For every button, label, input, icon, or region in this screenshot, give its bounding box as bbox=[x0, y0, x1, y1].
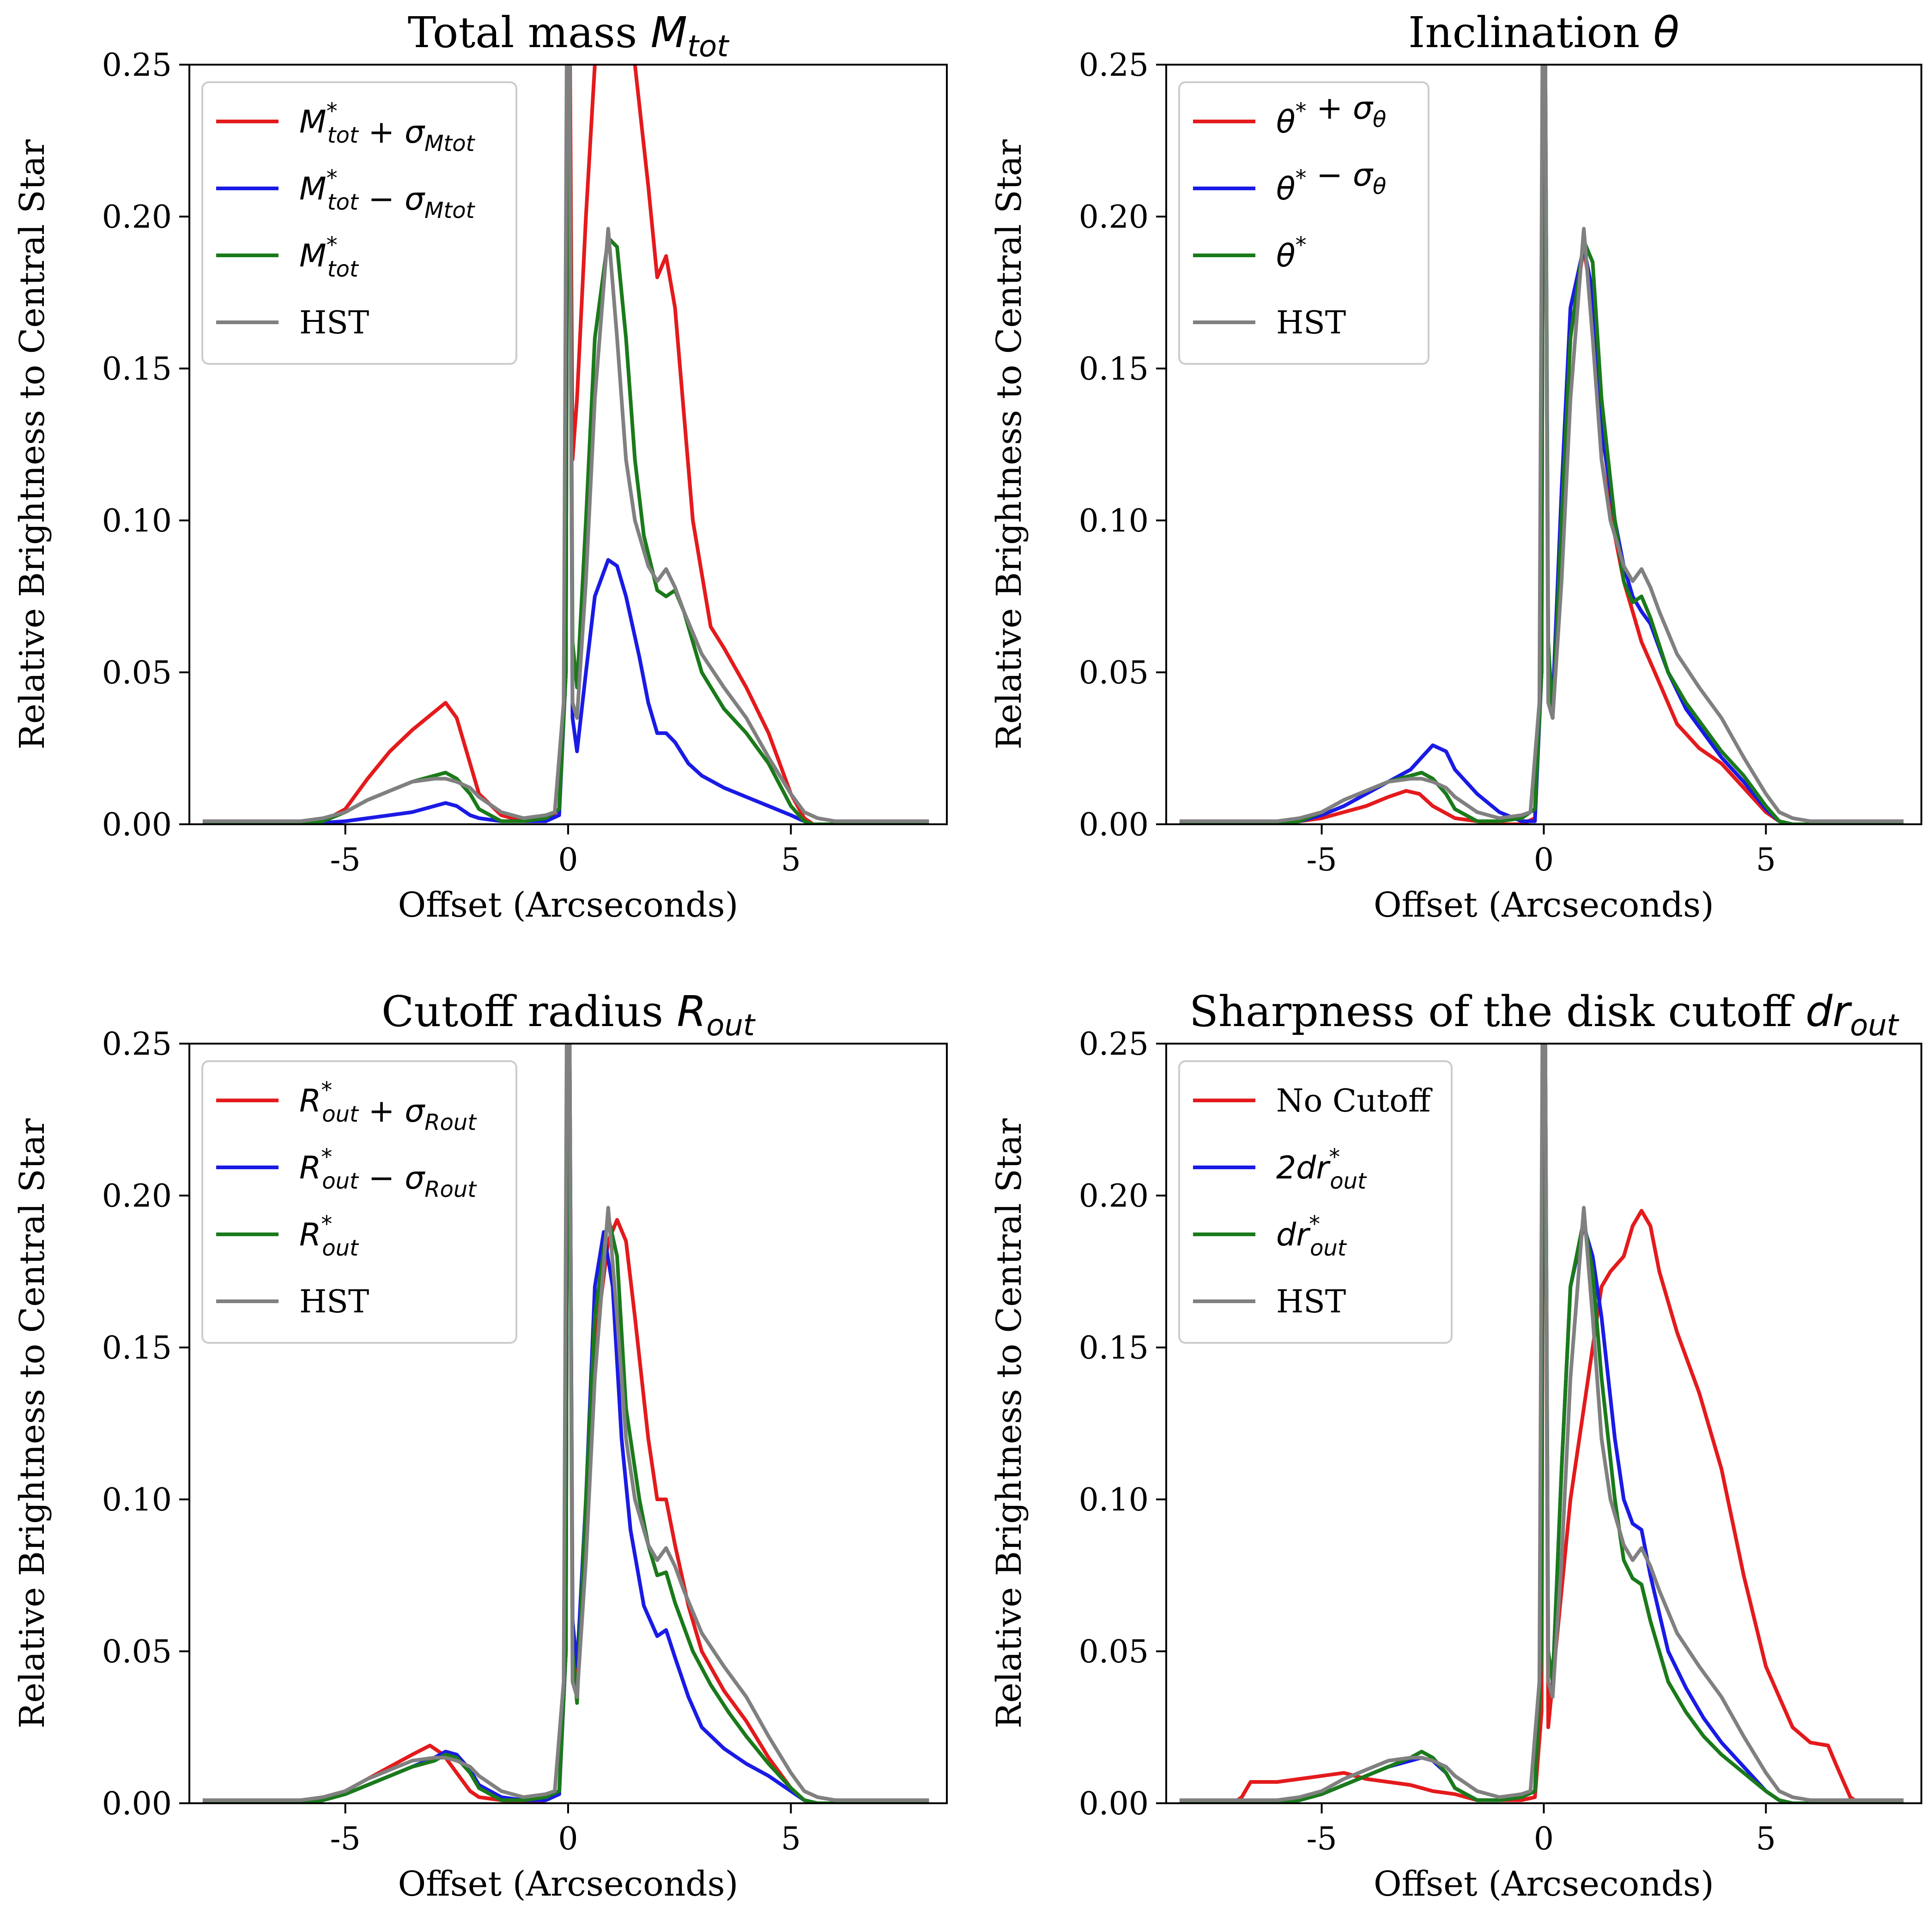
x-axis-label: Offset (Arcseconds) bbox=[398, 885, 738, 925]
series-line-3 bbox=[1179, 1044, 1904, 1803]
y-tick-label: 0.20 bbox=[102, 1178, 172, 1214]
y-tick-label: 0.05 bbox=[102, 655, 172, 691]
legend: θ* + σθ θ* − σθ θ* HST bbox=[1178, 81, 1429, 365]
legend-label: HST bbox=[1276, 1284, 1346, 1320]
legend-box bbox=[1178, 1060, 1453, 1344]
legend-box bbox=[201, 81, 517, 365]
legend-label: θ* bbox=[1276, 232, 1307, 274]
y-tick-label: 0.25 bbox=[1079, 47, 1149, 84]
y-axis-label: Relative Brightness to Central Star bbox=[989, 139, 1029, 749]
chart-panel-3: 0.00 0.05 0.10 0.15 0.20 0.25 -5 0 5 Offset (Arcs… bbox=[12, 987, 948, 1904]
chart-panel-1: 0.00 0.05 0.10 0.15 0.20 0.25 -5 0 5 Offset (Arcs… bbox=[12, 8, 948, 925]
legend-label: No Cutoff bbox=[1276, 1083, 1433, 1119]
y-tick-label: 0.15 bbox=[102, 1330, 172, 1366]
y-tick-label: 0.05 bbox=[1079, 655, 1149, 691]
x-axis-label: Offset (Arcseconds) bbox=[1374, 1864, 1714, 1904]
x-tick-label: 5 bbox=[1756, 1821, 1776, 1857]
x-axis-label: Offset (Arcseconds) bbox=[1374, 885, 1714, 925]
chart-panel-2: 0.00 0.05 0.10 0.15 0.20 0.25 -5 0 5 Offset (Arcs… bbox=[989, 8, 1922, 925]
y-tick-label: 0.00 bbox=[1079, 807, 1149, 843]
legend-label: dr* out bbox=[1276, 1211, 1347, 1261]
x-tick-label: 0 bbox=[1534, 842, 1554, 878]
x-tick-label: -5 bbox=[330, 842, 361, 878]
legend-label: R* out − σRout bbox=[299, 1144, 477, 1202]
legend: R* out + σRout R* out − σRout R* out HST bbox=[201, 1060, 517, 1344]
legend: M* tot + σMtot M* tot − σMtot M* tot HST bbox=[201, 81, 517, 365]
legend-box bbox=[1178, 81, 1429, 365]
legend-label: M* tot + σMtot bbox=[299, 98, 476, 157]
y-tick-label: 0.25 bbox=[102, 1026, 172, 1063]
y-tick-label: 0.00 bbox=[102, 807, 172, 843]
legend: No Cutoff 2dr* out dr* out HST bbox=[1178, 1060, 1453, 1344]
x-axis-label: Offset (Arcseconds) bbox=[398, 1864, 738, 1904]
y-tick-label: 0.15 bbox=[1079, 1330, 1149, 1366]
x-tick-label: 0 bbox=[558, 1821, 578, 1857]
series-group bbox=[1179, 65, 1904, 824]
y-axis-label: Relative Brightness to Central Star bbox=[989, 1118, 1029, 1728]
x-tick-label: 0 bbox=[558, 842, 578, 878]
series-group bbox=[202, 65, 929, 824]
legend-label: HST bbox=[1276, 305, 1346, 341]
y-tick-label: 0.10 bbox=[102, 503, 172, 539]
legend-label: M* tot − σMtot bbox=[299, 165, 476, 224]
y-axis-label: Relative Brightness to Central Star bbox=[12, 139, 52, 749]
chart-title: Total mass Mtot bbox=[408, 8, 730, 64]
y-tick-label: 0.10 bbox=[102, 1482, 172, 1518]
series-line-4 bbox=[1179, 1044, 1904, 1802]
series-group bbox=[1179, 1044, 1904, 1803]
y-tick-label: 0.20 bbox=[102, 199, 172, 236]
chart-title: Inclination θ bbox=[1408, 8, 1679, 57]
series-line-4 bbox=[1179, 65, 1904, 823]
x-tick-label: -5 bbox=[330, 1821, 361, 1857]
y-tick-label: 0.25 bbox=[1079, 1026, 1149, 1063]
legend-label: HST bbox=[299, 1284, 369, 1320]
chart-title: Cutoff radius Rout bbox=[382, 987, 756, 1043]
y-tick-label: 0.00 bbox=[1079, 1786, 1149, 1822]
legend-label: θ* − σθ bbox=[1276, 157, 1386, 207]
legend-label: θ* + σθ bbox=[1276, 90, 1386, 140]
series-line-1 bbox=[202, 65, 929, 824]
x-tick-label: 0 bbox=[1534, 1821, 1554, 1857]
x-tick-label: -5 bbox=[1306, 1821, 1337, 1857]
y-tick-label: 0.15 bbox=[1079, 351, 1149, 387]
y-tick-label: 0.20 bbox=[1079, 1178, 1149, 1214]
y-tick-label: 0.00 bbox=[102, 1786, 172, 1822]
legend-label: R* out bbox=[299, 1211, 359, 1261]
x-tick-label: 5 bbox=[1756, 842, 1776, 878]
chart-panel-4: 0.00 0.05 0.10 0.15 0.20 0.25 -5 0 5 Offset (Arcs… bbox=[989, 987, 1922, 1904]
chart-title: Sharpness of the disk cutoff drout bbox=[1189, 987, 1900, 1043]
y-tick-label: 0.20 bbox=[1079, 199, 1149, 236]
series-line-4 bbox=[202, 1044, 929, 1802]
legend-label: M* tot bbox=[299, 232, 359, 282]
y-tick-label: 0.25 bbox=[102, 47, 172, 84]
y-tick-label: 0.05 bbox=[1079, 1634, 1149, 1670]
y-tick-label: 0.10 bbox=[1079, 503, 1149, 539]
x-tick-label: -5 bbox=[1306, 842, 1337, 878]
legend-label: 2dr* out bbox=[1276, 1144, 1367, 1194]
series-line-4 bbox=[202, 65, 929, 823]
legend-box bbox=[201, 1060, 517, 1344]
series-line-2 bbox=[202, 65, 929, 824]
y-tick-label: 0.15 bbox=[102, 351, 172, 387]
y-tick-label: 0.10 bbox=[1079, 1482, 1149, 1518]
x-tick-label: 5 bbox=[781, 1821, 801, 1857]
legend-label: R* out + σRout bbox=[299, 1077, 477, 1136]
series-group bbox=[202, 1044, 929, 1803]
y-tick-label: 0.05 bbox=[102, 1634, 172, 1670]
legend-label: HST bbox=[299, 305, 369, 341]
x-tick-label: 5 bbox=[781, 842, 801, 878]
y-axis-label: Relative Brightness to Central Star bbox=[12, 1118, 52, 1728]
